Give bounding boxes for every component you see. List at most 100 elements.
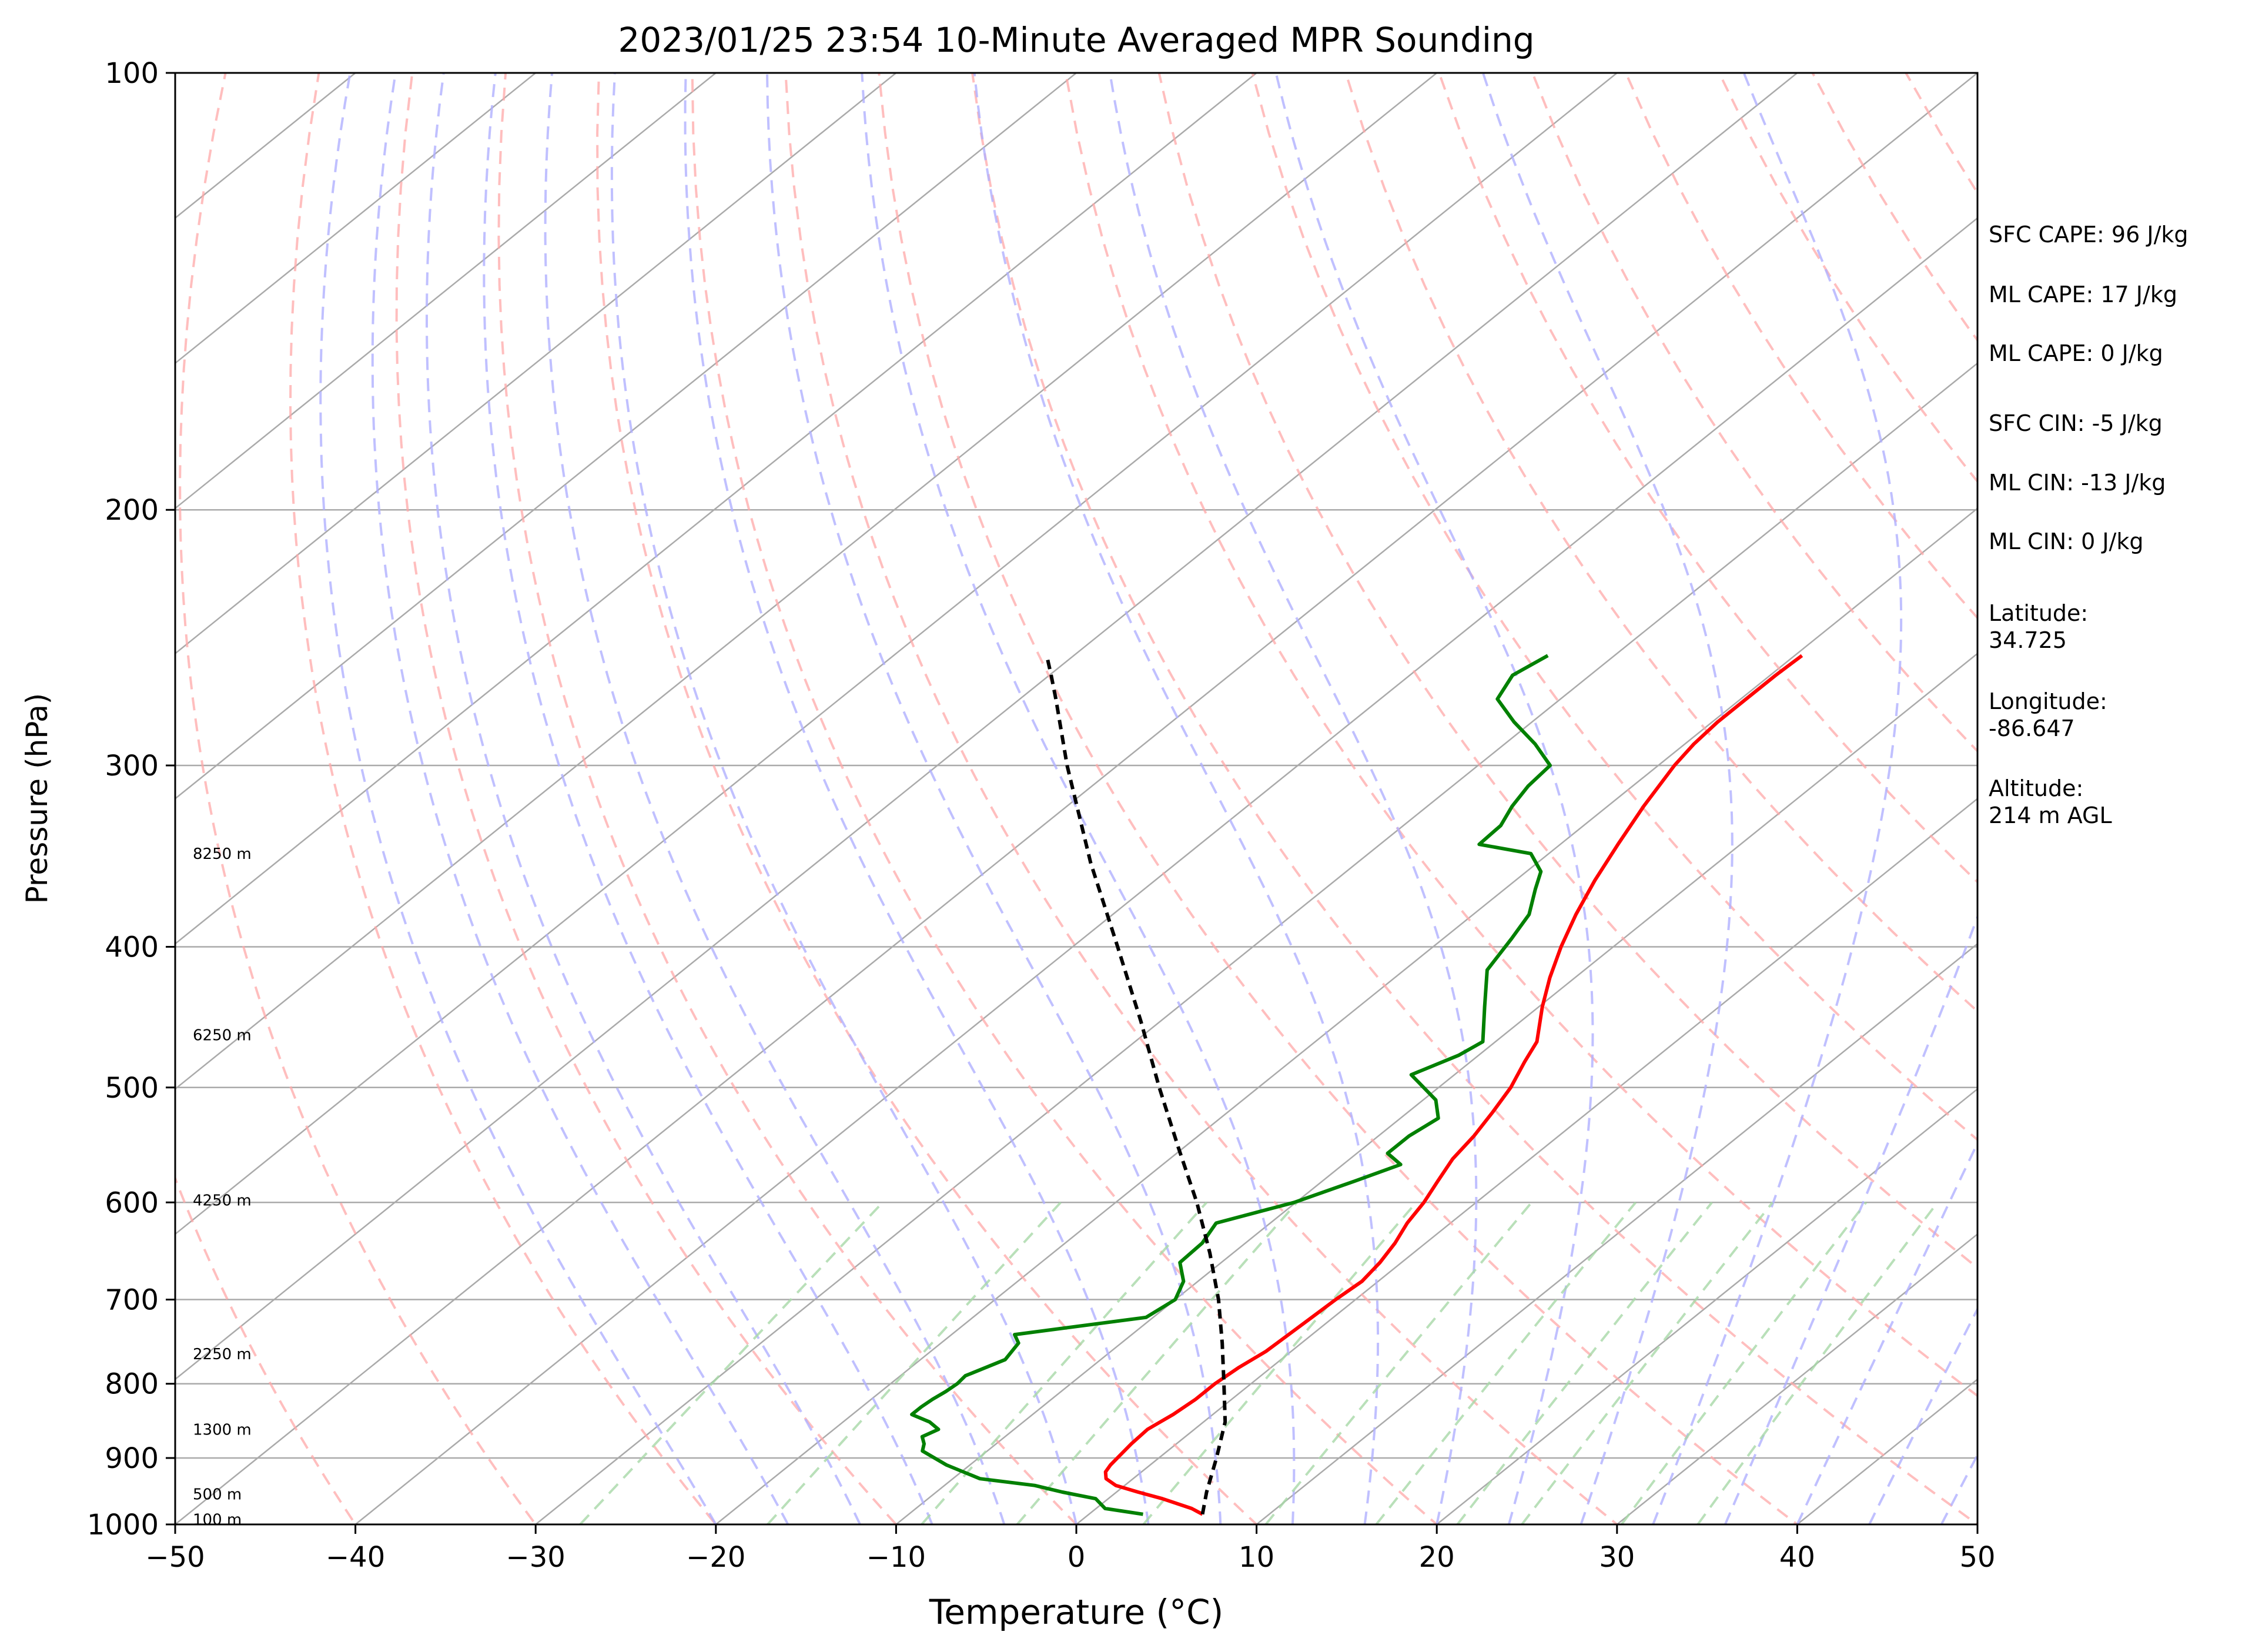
dry-adiabat-line <box>784 73 1619 1524</box>
mixing-ratio-line <box>1620 1202 1868 1524</box>
moist-adiabat-line <box>684 73 1150 1524</box>
dry-adiabat-line <box>596 73 1259 1524</box>
moist-adiabat-line <box>861 73 1296 1524</box>
dry-adiabat-line <box>971 73 1977 1524</box>
y-tick-label: 200 <box>105 494 159 527</box>
x-tick-label: −40 <box>326 1541 385 1574</box>
isotherm-line <box>535 362 1977 1524</box>
y-tick-label: 100 <box>105 57 159 90</box>
moist-adiabat-line <box>426 73 861 1524</box>
x-tick-label: 40 <box>1779 1541 1815 1574</box>
temperature-line <box>1103 654 1803 1516</box>
isotherm-line <box>175 73 897 655</box>
dry-adiabat-line <box>497 73 1078 1524</box>
isotherm-line <box>354 217 1977 1524</box>
mixing-ratio-line <box>921 1201 1208 1524</box>
y-tick-label: 600 <box>105 1186 159 1219</box>
y-tick-label: 800 <box>105 1368 159 1401</box>
moist-adiabat-line <box>1796 1140 1977 1524</box>
moist-adiabat-line <box>1652 73 1903 1524</box>
ml-cin-1-text: ML CIN: -13 J/kg <box>1989 470 2166 496</box>
y-tick-label: 500 <box>105 1072 159 1105</box>
sfc-cape-text: SFC CAPE: 96 J/kg <box>1989 222 2189 248</box>
x-tick-label: −10 <box>866 1541 926 1574</box>
sounding-info: SFC CAPE: 96 J/kg ML CAPE: 17 J/kg ML CAPE… <box>1989 222 2189 828</box>
mixing-ratio-line <box>1456 1202 1713 1524</box>
mixing-ratio-line <box>1696 1202 1939 1524</box>
isotherm-line <box>1617 1233 1977 1524</box>
x-tick-label: −30 <box>506 1541 565 1574</box>
isotherm-line <box>175 73 1437 1090</box>
longitude-label: Longitude: <box>1989 688 2107 714</box>
moist-adiabat-line <box>1481 73 1734 1524</box>
latitude-value: 34.725 <box>1989 627 2067 653</box>
axes: −50 −40 −30 −20 −10 0 10 20 30 40 50 1000 900 800 700 6… <box>87 57 1996 1574</box>
dry-adiabat-line <box>878 73 1799 1524</box>
y-tick-label: 900 <box>105 1442 159 1475</box>
mixing-ratio-line <box>1264 1202 1533 1524</box>
ml-cape-2-text: ML CAPE: 0 J/kg <box>1989 340 2163 366</box>
x-tick-label: 0 <box>1068 1541 1086 1574</box>
height-label: 8250 m <box>193 845 252 863</box>
x-tick-label: 10 <box>1239 1541 1274 1574</box>
moist-adiabat-line <box>319 73 717 1524</box>
dry-adiabat-line <box>179 73 537 1524</box>
y-tick-label: 400 <box>105 931 159 964</box>
x-tick-label: 20 <box>1419 1541 1455 1574</box>
altitude-label: Altitude: <box>1989 775 2083 801</box>
isotherm-line <box>1436 1088 1977 1524</box>
height-label: 6250 m <box>193 1026 252 1044</box>
dry-adiabat-line <box>691 73 1439 1524</box>
isotherm-line <box>175 73 1257 945</box>
height-label: 2250 m <box>193 1346 252 1363</box>
isotherm-line <box>175 73 1618 1235</box>
mixing-ratio-line <box>767 1201 1062 1524</box>
latitude-label: Latitude: <box>1989 600 2088 626</box>
chart-title: 2023/01/25 23:54 10-Minute Averaged MPR … <box>618 20 1534 60</box>
height-label: 500 m <box>193 1486 242 1503</box>
height-label: 4250 m <box>193 1192 252 1210</box>
mixing-ratio-line <box>1521 1202 1773 1524</box>
moist-adiabat-line <box>483 73 933 1524</box>
y-axis-label: Pressure (hPa) <box>20 693 54 904</box>
isotherm-line <box>175 73 536 364</box>
ml-cape-1-text: ML CAPE: 17 J/kg <box>1989 282 2177 307</box>
dry-adiabat-line <box>1157 73 1977 1269</box>
dewpoint-line <box>910 654 1552 1516</box>
moist-adiabat-line <box>544 73 1006 1524</box>
moist-adiabat-line <box>371 73 789 1524</box>
x-tick-label: 50 <box>1959 1541 1995 1574</box>
moist-adiabat-line <box>1868 1306 1977 1524</box>
isotherm-line <box>895 652 1977 1524</box>
mixing-ratio-line <box>579 1201 884 1524</box>
sfc-cin-text: SFC CIN: -5 J/kg <box>1989 410 2163 436</box>
moist-adiabat-line <box>610 73 1078 1524</box>
dry-adiabat-line <box>289 73 718 1524</box>
moist-adiabat-line <box>1724 914 1977 1524</box>
x-tick-label: 30 <box>1599 1541 1635 1574</box>
profile-lines <box>910 654 1803 1516</box>
moist-adiabat-line <box>766 73 1222 1524</box>
dry-adiabat-line <box>1064 73 1977 1397</box>
isotherm-line <box>715 507 1977 1524</box>
height-label: 100 m <box>193 1511 242 1529</box>
isotherm-line <box>175 73 1077 800</box>
x-tick-label: −20 <box>686 1541 745 1574</box>
y-tick-label: 300 <box>105 750 159 782</box>
height-label: 1300 m <box>193 1421 252 1439</box>
isotherm-line <box>175 73 717 510</box>
height-labels: 100 m 500 m 1300 m 2250 m 4250 m 6250 m 8250 m <box>193 845 252 1529</box>
mixing-ratio-line <box>1375 1202 1637 1524</box>
x-axis-label: Temperature (°C) <box>929 1592 1224 1632</box>
x-tick-label: −50 <box>145 1541 205 1574</box>
y-tick-label: 1000 <box>87 1509 159 1541</box>
longitude-value: -86.647 <box>1989 715 2075 741</box>
ml-cin-2-text: ML CIN: 0 J/kg <box>1989 529 2143 554</box>
moist-adiabat-line <box>973 73 1380 1524</box>
isotherm-line <box>175 73 1798 1380</box>
parcel-profile-line <box>1045 655 1227 1515</box>
isotherm-line <box>1256 942 1977 1524</box>
altitude-value: 214 m AGL <box>1989 802 2112 828</box>
dry-adiabat-line <box>1531 73 1977 753</box>
